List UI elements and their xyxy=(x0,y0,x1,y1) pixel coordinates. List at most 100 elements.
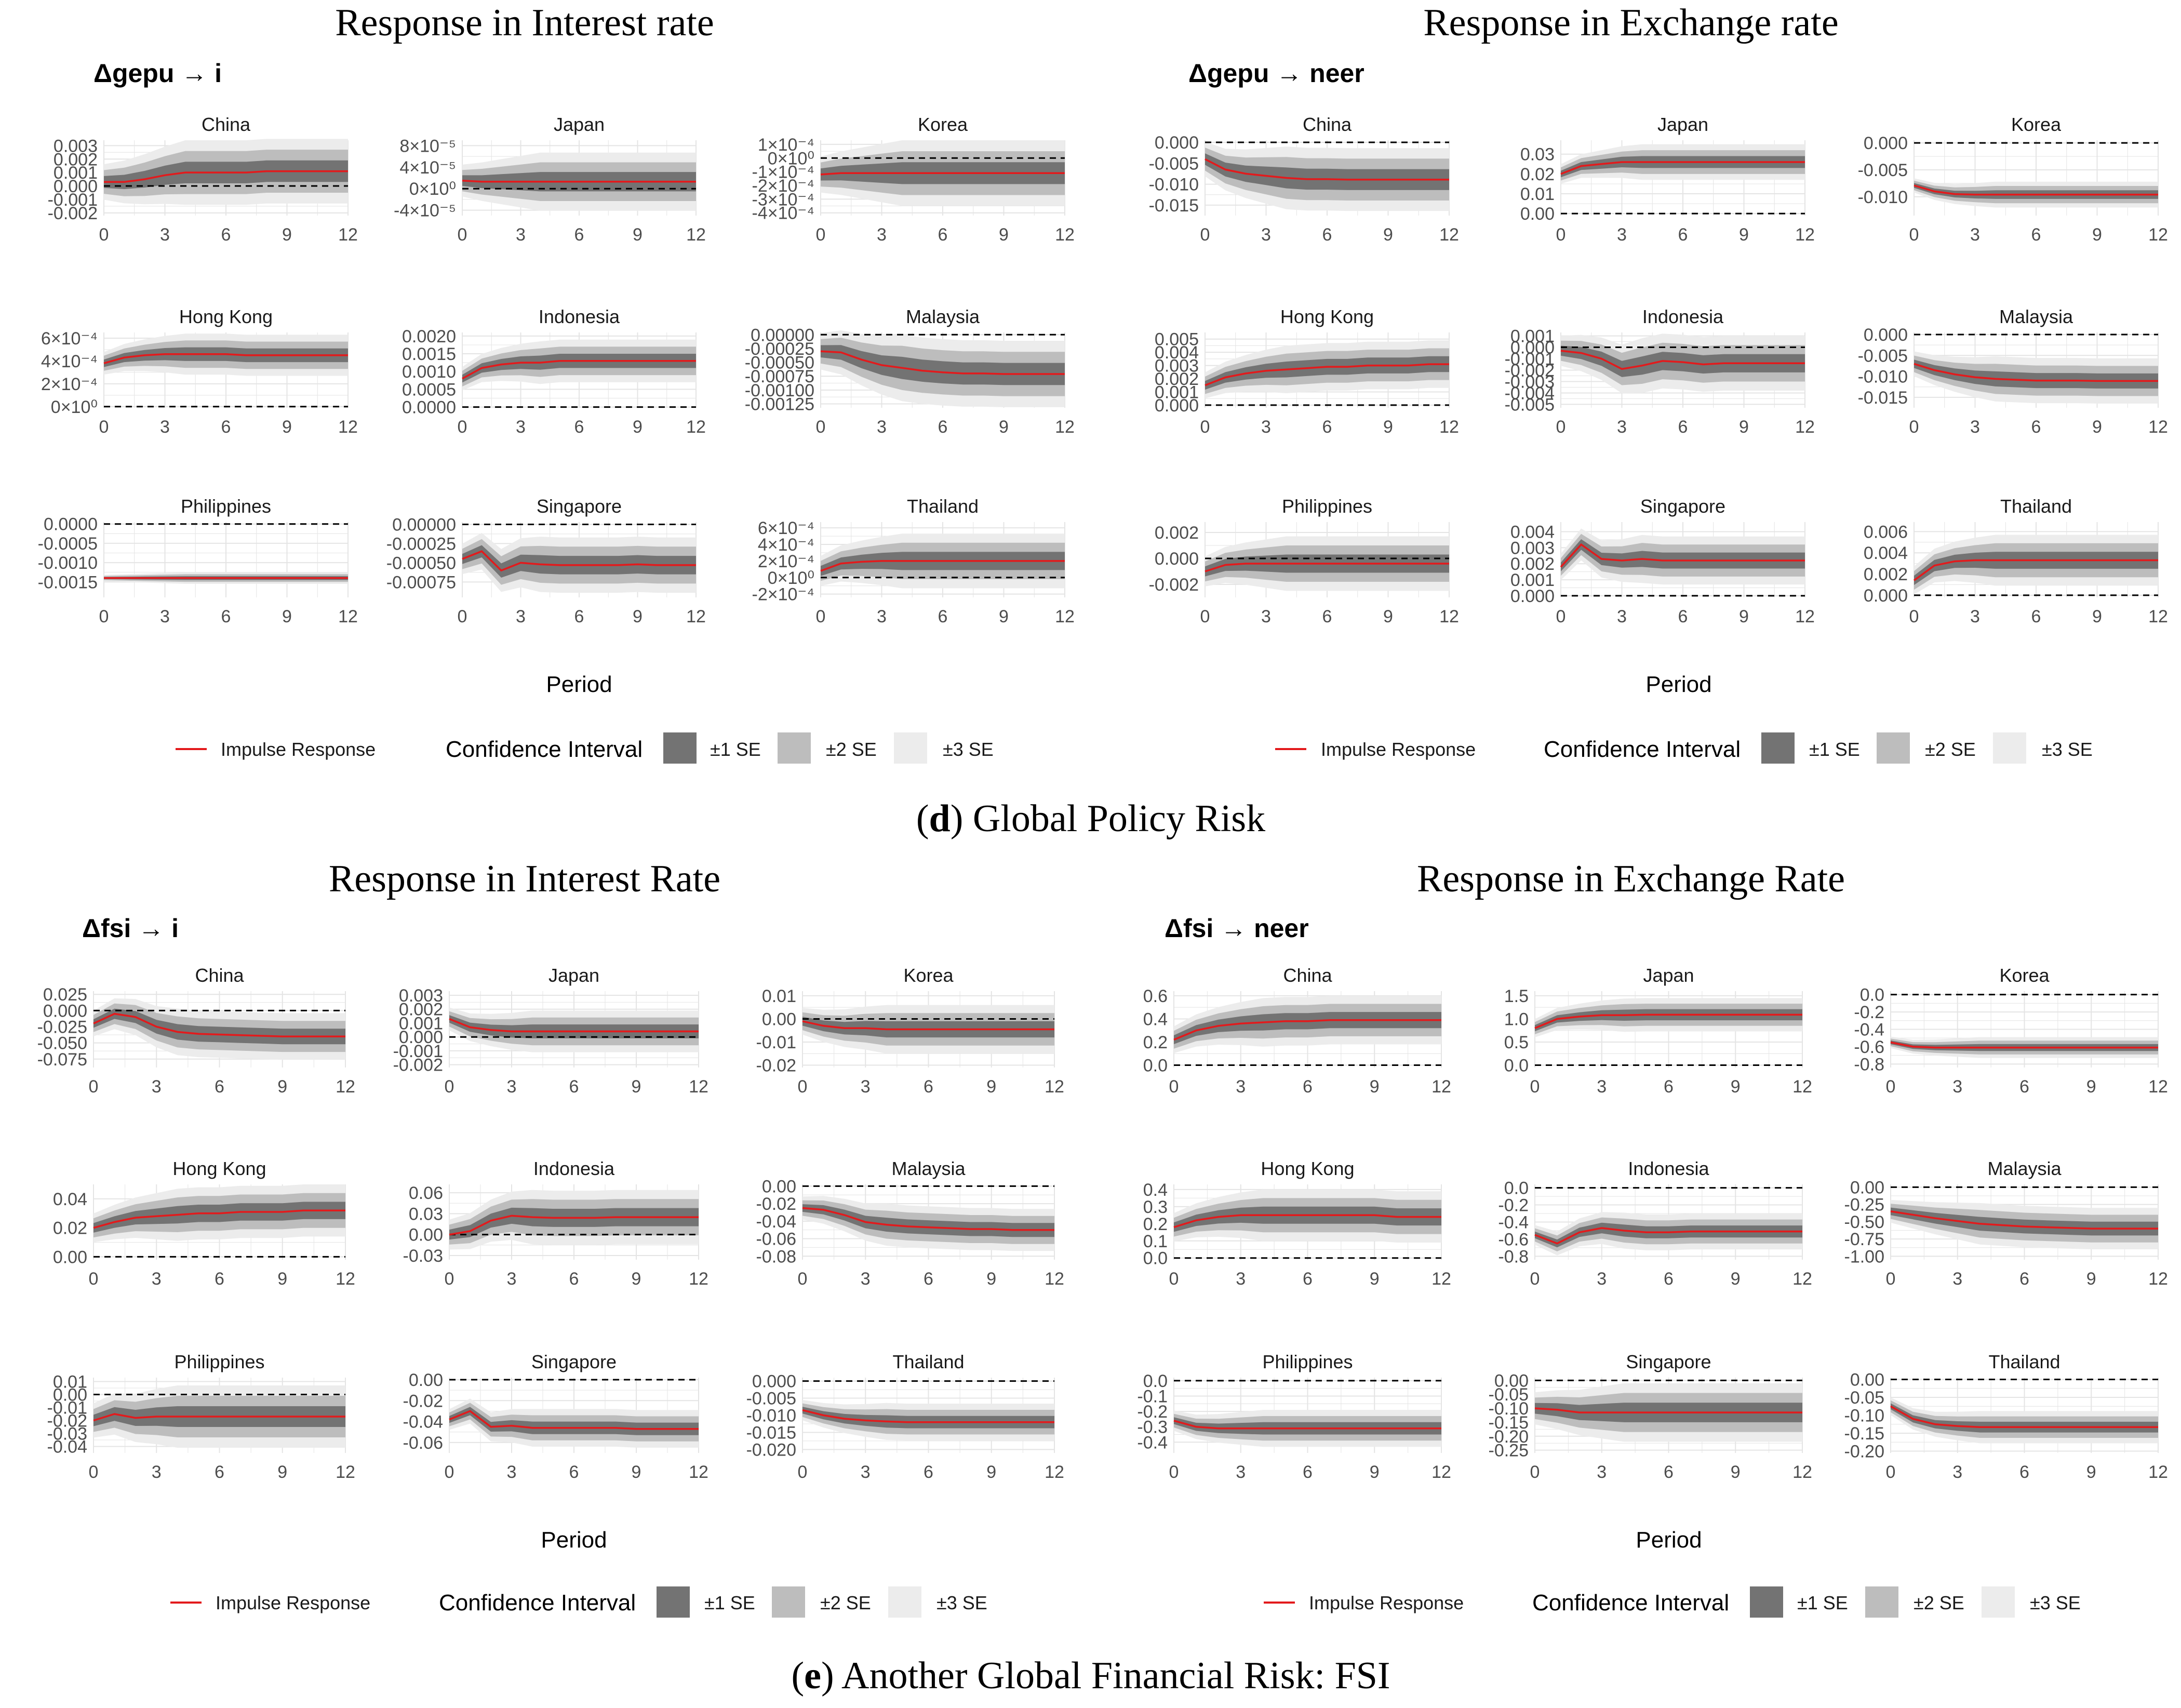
y-tick-label: -1×10⁻⁴ xyxy=(752,163,814,182)
panel-title: Hong Kong xyxy=(1261,1158,1354,1179)
x-tick-label: 0 xyxy=(1200,225,1210,245)
legend-se1-label: ±1 SE xyxy=(1797,1592,1848,1613)
x-tick-label: 3 xyxy=(1261,607,1271,626)
x-tick-label: 12 xyxy=(1045,1462,1064,1482)
y-tick-label: 0.003 xyxy=(399,986,443,1006)
x-tick-label: 9 xyxy=(633,607,643,626)
ci-band-1se xyxy=(1174,1206,1441,1232)
legend-se1-swatch xyxy=(1750,1586,1783,1618)
x-tick-label: 6 xyxy=(1303,1269,1313,1289)
x-tick-label: 3 xyxy=(160,225,170,245)
x-tick-label: 9 xyxy=(986,1462,996,1482)
block-title-d-exchange: Response in Exchange rate xyxy=(1423,2,1838,44)
panel-title: Hong Kong xyxy=(179,306,273,327)
impulse-response-line xyxy=(1913,559,2158,581)
y-tick-label: -0.0005 xyxy=(38,534,98,554)
x-tick-label: 9 xyxy=(633,225,643,245)
legend-impulse-label: Impulse Response xyxy=(1309,1592,1464,1613)
y-tick-label: -0.4 xyxy=(1498,1213,1529,1233)
y-tick-label: 0.00 xyxy=(53,1385,87,1405)
y-tick-label: 0.0 xyxy=(1143,1056,1168,1076)
x-axis-label-d-interest: Period xyxy=(546,672,612,697)
x-tick-label: 12 xyxy=(686,417,706,437)
y-tick-label: -0.8 xyxy=(1854,1055,1884,1074)
x-tick-label: 6 xyxy=(1678,417,1688,437)
y-tick-label: 0.00000 xyxy=(751,325,814,345)
y-tick-label: 0.5 xyxy=(1504,1033,1529,1052)
x-tick-label: 3 xyxy=(516,225,526,245)
y-tick-label: 0.004 xyxy=(1864,543,1908,563)
x-tick-label: 9 xyxy=(2092,225,2102,245)
impulse-response-line xyxy=(93,1012,345,1037)
impulse-response-line xyxy=(1560,161,1805,175)
y-tick-label: 0.02 xyxy=(53,1219,87,1238)
x-tick-label: 0 xyxy=(1530,1269,1540,1289)
legend-e-interest: Impulse Response Confidence Interval ±1 … xyxy=(170,1586,987,1618)
x-tick-label: 0 xyxy=(89,1462,99,1482)
y-tick-label: -0.75 xyxy=(1844,1230,1885,1249)
y-tick-label: 0.00 xyxy=(409,1225,443,1245)
x-tick-label: 6 xyxy=(1664,1269,1674,1289)
x-tick-label: 9 xyxy=(2086,1462,2096,1482)
x-tick-label: 6 xyxy=(215,1077,224,1097)
impulse-response-line xyxy=(1205,363,1449,386)
y-tick-label: -0.015 xyxy=(1858,388,1908,408)
x-tick-label: 0 xyxy=(1530,1077,1540,1097)
x-tick-label: 9 xyxy=(277,1077,287,1097)
y-tick-label: 0.001 xyxy=(399,1013,443,1033)
x-tick-label: 6 xyxy=(574,417,584,437)
x-tick-label: 0 xyxy=(1886,1462,1896,1482)
y-tick-label: 0.6 xyxy=(1143,986,1168,1006)
x-tick-label: 3 xyxy=(1617,607,1627,626)
panel-indonesia: Indonesia 0.00200.00150.00100.00050.00000… xyxy=(402,306,706,437)
panel-singapore: Singapore 0.00000-0.00025-0.00050-0.00075… xyxy=(386,496,706,626)
panel-title: Korea xyxy=(2011,114,2062,135)
impulse-response-line xyxy=(449,1018,699,1033)
panel-title: Philippines xyxy=(181,496,271,517)
x-tick-label: 9 xyxy=(986,1077,996,1097)
x-tick-label: 3 xyxy=(507,1077,517,1097)
x-tick-label: 12 xyxy=(689,1462,708,1482)
y-tick-label: -0.05 xyxy=(1844,1388,1885,1408)
panel-thailand: Thailand 0.00-0.05-0.10-0.15-0.200 3 6 9 12 xyxy=(1844,1351,2168,1482)
x-tick-label: 0 xyxy=(1556,417,1566,437)
impulse-response-line xyxy=(1205,158,1449,181)
y-tick-label: 1×10⁻⁴ xyxy=(758,135,814,155)
y-tick-label: 0.000 xyxy=(1510,338,1555,358)
panel-title: Malaysia xyxy=(1987,1158,2062,1179)
x-tick-label: 12 xyxy=(2148,1269,2168,1289)
impulse-response-line xyxy=(1173,1214,1441,1229)
x-tick-label: 6 xyxy=(221,417,231,437)
y-tick-label: 0.000 xyxy=(752,1372,796,1392)
x-tick-label: 6 xyxy=(1678,225,1688,245)
y-tick-label: -0.002 xyxy=(1505,361,1555,381)
x-tick-label: 12 xyxy=(1795,607,1815,626)
y-tick-label: 0.001 xyxy=(1510,570,1555,590)
y-tick-label: -0.005 xyxy=(1858,161,1908,180)
block-subtitle-e-exchange: Δfsi → neer xyxy=(1165,914,1309,943)
panel-hong-kong: Hong Kong 0.0050.0040.0030.0020.0010.0000… xyxy=(1155,306,1459,437)
panel-korea: Korea 0.0-0.2-0.4-0.6-0.80 3 6 9 12 xyxy=(1854,965,2168,1097)
y-tick-label: -0.15 xyxy=(1489,1413,1529,1433)
legend-ci-title: Confidence Interval xyxy=(446,737,643,762)
x-tick-label: 12 xyxy=(336,1269,355,1289)
y-tick-label: 0.00 xyxy=(1494,1371,1529,1391)
caption-d: (d) Global Policy Risk xyxy=(916,797,1265,840)
impulse-response-line xyxy=(1560,543,1805,568)
x-tick-label: 12 xyxy=(1055,225,1075,245)
panel-indonesia: Indonesia 0.060.030.00-0.030 3 6 9 12 xyxy=(403,1158,708,1289)
x-tick-label: 9 xyxy=(277,1462,287,1482)
impulse-response-line xyxy=(1890,1405,2158,1429)
x-tick-label: 6 xyxy=(574,607,584,626)
legend-se2-label: ±2 SE xyxy=(826,739,877,760)
x-tick-label: 0 xyxy=(89,1269,99,1289)
ci-band-1se xyxy=(1174,1417,1441,1435)
x-axis-label-e-exchange: Period xyxy=(1636,1527,1702,1553)
y-tick-label: -0.002 xyxy=(48,204,98,223)
y-tick-label: -0.4 xyxy=(1854,1020,1884,1040)
x-tick-label: 6 xyxy=(221,225,231,245)
